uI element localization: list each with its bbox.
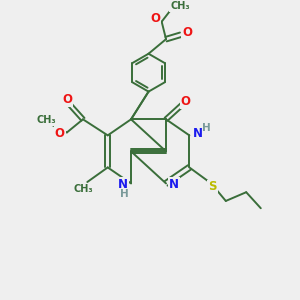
Text: N: N (169, 178, 179, 191)
Text: CH₃: CH₃ (73, 184, 93, 194)
Text: CH₃: CH₃ (37, 115, 56, 125)
Text: O: O (55, 128, 64, 140)
Text: N: N (118, 178, 128, 191)
Text: CH₃: CH₃ (170, 1, 190, 11)
Text: H: H (120, 189, 129, 199)
Text: N: N (193, 128, 202, 140)
Text: H: H (202, 123, 211, 133)
Text: O: O (150, 12, 160, 25)
Text: O: O (181, 95, 190, 108)
Text: O: O (182, 26, 192, 39)
Text: O: O (62, 93, 72, 106)
Text: S: S (208, 181, 217, 194)
